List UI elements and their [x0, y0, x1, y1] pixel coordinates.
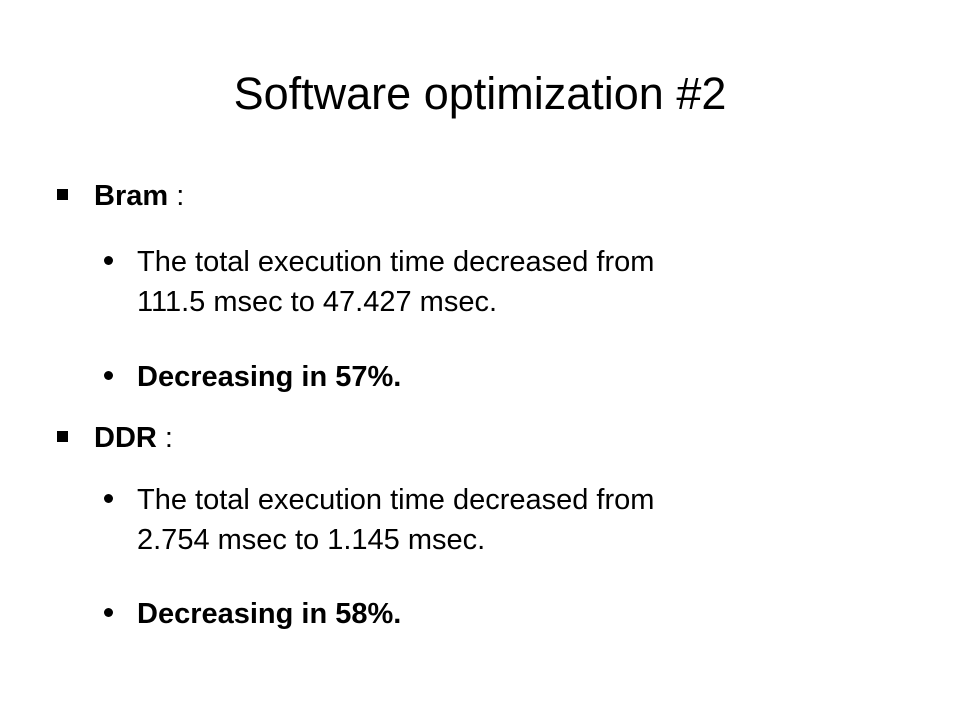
bullet-heading-ddr: DDR [94, 422, 157, 454]
bullet-colon: : [156, 422, 173, 454]
sub-bullet-text-line1: The total execution time decreased from [137, 484, 655, 516]
round-bullet-icon [104, 494, 113, 503]
sub-bullet-ddr-decrease: Decreasing in 58%. [104, 594, 864, 634]
square-bullet-icon [57, 189, 68, 200]
sub-bullet-text: Decreasing in 58%. [137, 598, 402, 630]
bullet-ddr: DDR : [57, 418, 173, 458]
sub-bullet-text-line2: 2.754 msec to 1.145 msec. [137, 524, 486, 556]
slide-title: Software optimization #2 [233, 68, 727, 119]
bullet-bram: Bram : [57, 176, 184, 216]
sub-bullet-text: Decreasing in 57%. [137, 361, 402, 393]
sub-bullet-text-line2: 111.5 msec to 47.427 msec. [137, 286, 498, 318]
bullet-colon: : [168, 180, 185, 212]
round-bullet-icon [104, 608, 113, 617]
sub-bullet-bram-time: The total execution time decreased from … [104, 242, 864, 322]
bullet-heading-bram: Bram [94, 180, 169, 212]
round-bullet-icon [104, 256, 113, 265]
round-bullet-icon [104, 371, 113, 380]
square-bullet-icon [57, 431, 68, 442]
sub-bullet-text-line1: The total execution time decreased from [137, 246, 655, 278]
sub-bullet-bram-decrease: Decreasing in 57%. [104, 357, 864, 397]
sub-bullet-ddr-time: The total execution time decreased from … [104, 480, 864, 560]
